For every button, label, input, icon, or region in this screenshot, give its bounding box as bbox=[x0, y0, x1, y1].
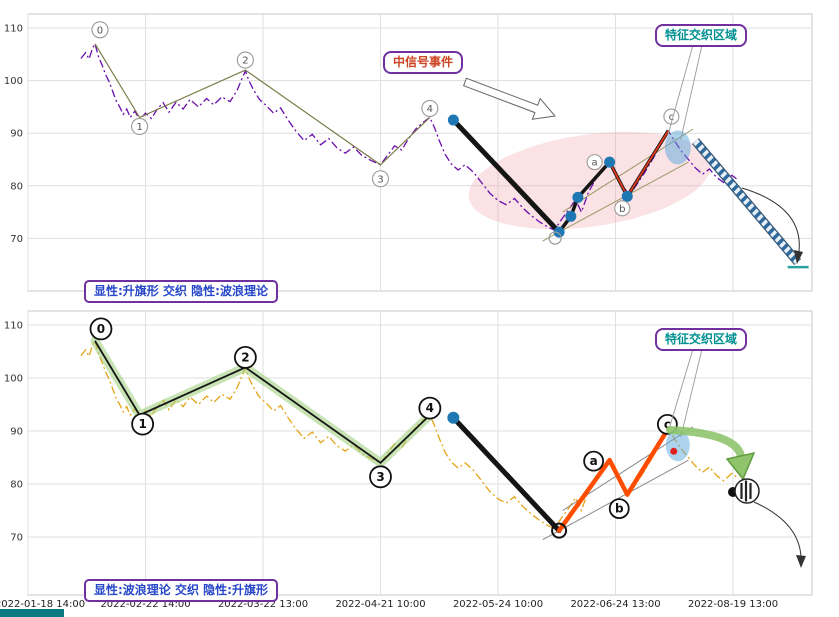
convergence-ellipse bbox=[664, 130, 691, 165]
decline-arc bbox=[741, 187, 800, 259]
wave-marker-label: 3 bbox=[376, 470, 384, 484]
wave-marker-label: 0 bbox=[97, 25, 103, 36]
abc-marker-circle bbox=[608, 498, 630, 520]
impulse-dot bbox=[621, 190, 633, 202]
region-leader-line bbox=[667, 348, 694, 434]
y-tick-label: 70 bbox=[10, 234, 23, 245]
signal-event-label: 中信号事件 bbox=[383, 51, 464, 74]
wave-marker-label: 1 bbox=[136, 122, 142, 133]
impulse-dot bbox=[447, 411, 460, 424]
wave-marker-circle bbox=[421, 99, 439, 117]
region-leader-line bbox=[680, 348, 703, 438]
y-tick-label: 90 bbox=[10, 427, 23, 438]
wave-trend-line bbox=[94, 43, 431, 166]
abc-marker-circle bbox=[583, 450, 605, 472]
impulse-dot bbox=[604, 156, 616, 168]
flagpole-line bbox=[450, 117, 562, 235]
wave-marker-circle bbox=[91, 21, 109, 39]
y-tick-label: 90 bbox=[10, 129, 23, 140]
wave-marker-circle bbox=[131, 412, 155, 436]
abc-marker-circle bbox=[586, 154, 603, 171]
impulse-dot bbox=[572, 191, 584, 203]
panel-caption-bottom: 显性:波浪理论 交织 隐性:升旗形 bbox=[84, 579, 278, 602]
abc-marker-circle bbox=[614, 200, 631, 217]
decline-arc-arrowhead bbox=[794, 250, 803, 264]
x-tick-label: 2022-02-22 14:00 bbox=[100, 599, 190, 610]
wave-marker-circle bbox=[371, 170, 390, 188]
wave-marker-circle bbox=[89, 317, 113, 341]
signal-block-arrow bbox=[462, 77, 556, 120]
wave-marker-circle bbox=[418, 396, 442, 420]
abc-wave-line bbox=[556, 426, 671, 533]
wave-marker-label: 4 bbox=[426, 401, 434, 415]
region-label-bottom: 特征交织区域 bbox=[655, 328, 748, 351]
y-tick-label: 110 bbox=[4, 321, 23, 332]
wave-marker-circle bbox=[131, 117, 149, 135]
abc-marker-label: b bbox=[619, 204, 625, 215]
flag-channel-lower bbox=[542, 161, 689, 242]
wave-marker-circle bbox=[236, 51, 254, 69]
region-label-top: 特征交织区域 bbox=[655, 24, 748, 47]
flagpole-line bbox=[450, 415, 562, 534]
low-point-ring bbox=[548, 231, 562, 245]
abc-marker-label: c bbox=[669, 112, 675, 123]
wave-marker-label: 2 bbox=[241, 350, 249, 364]
wave-marker-label: 4 bbox=[427, 104, 433, 115]
green-arrowhead bbox=[725, 451, 756, 481]
x-tick-label: 2022-04-21 10:00 bbox=[335, 599, 425, 610]
x-tick-label: 2022-08-19 13:00 bbox=[688, 599, 778, 610]
abc-marker-label: a bbox=[592, 158, 598, 169]
bottom-left-accent bbox=[0, 609, 64, 617]
wave-marker-circle bbox=[369, 465, 392, 489]
wave-marker-label: 3 bbox=[377, 174, 383, 185]
convergence-red-dot bbox=[670, 447, 678, 455]
panel-bottom: 110 100 90 80 70 0 1 2 3 4 a b c bbox=[4, 310, 813, 596]
region-leader-line bbox=[680, 44, 703, 140]
abc-marker-label: a bbox=[590, 454, 598, 468]
wave-marker-circle bbox=[233, 345, 257, 369]
impulse-dot bbox=[565, 210, 577, 222]
region-leader-line bbox=[667, 44, 694, 136]
projection-line-hatched bbox=[692, 138, 801, 265]
x-tick-label: 2022-03-22 13:00 bbox=[218, 599, 308, 610]
abc-marker-label: b bbox=[615, 502, 624, 516]
wave-marker-label: 1 bbox=[138, 417, 146, 431]
x-tick-label: 2022-01-18 14:00 bbox=[0, 599, 85, 610]
decline-arc-arrowhead bbox=[796, 555, 806, 568]
wave-marker-label: 2 bbox=[242, 56, 248, 67]
y-tick-label: 70 bbox=[10, 533, 23, 544]
panel-caption-top: 显性:升旗形 交织 隐性:波浪理论 bbox=[84, 280, 278, 303]
y-tick-label: 100 bbox=[4, 76, 23, 87]
decline-arc bbox=[753, 501, 802, 564]
impulse-dot bbox=[447, 114, 459, 126]
wave-marker-label: 0 bbox=[97, 322, 105, 336]
impulse-dot bbox=[553, 226, 565, 238]
low-point-ring bbox=[551, 522, 568, 539]
y-tick-label: 110 bbox=[4, 24, 23, 35]
abc-marker-label: c bbox=[664, 417, 671, 431]
x-tick-label: 2022-05-24 10:00 bbox=[453, 599, 543, 610]
y-tick-label: 80 bbox=[10, 480, 23, 491]
y-tick-label: 100 bbox=[4, 374, 23, 385]
y-tick-label: 80 bbox=[10, 181, 23, 192]
x-tick-label: 2022-06-24 13:00 bbox=[570, 599, 660, 610]
